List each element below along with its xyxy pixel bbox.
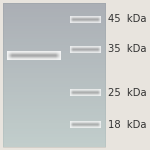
FancyBboxPatch shape — [3, 3, 105, 147]
Text: 35  kDa: 35 kDa — [108, 45, 146, 54]
Text: 25  kDa: 25 kDa — [108, 88, 146, 98]
Text: 45  kDa: 45 kDa — [108, 15, 146, 24]
Text: 18  kDa: 18 kDa — [108, 120, 146, 129]
